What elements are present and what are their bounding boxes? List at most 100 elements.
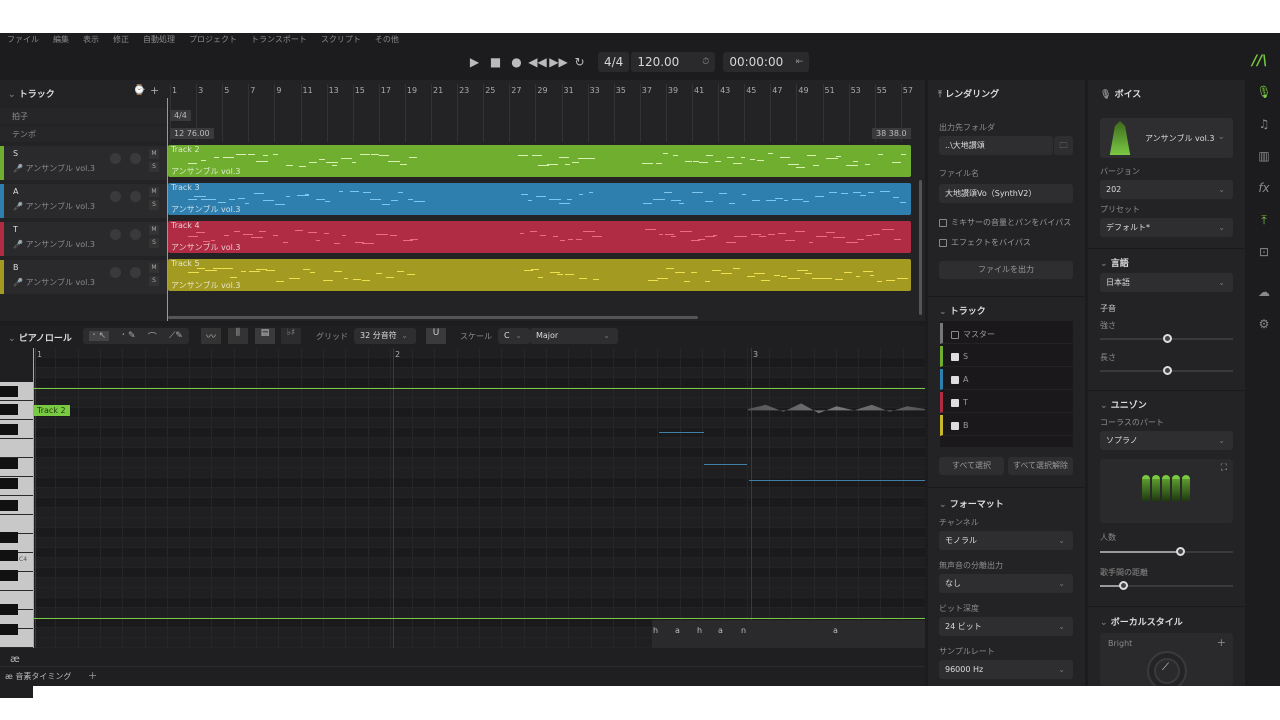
silence-select[interactable]: なし ⌄ <box>939 574 1073 593</box>
track-clip[interactable]: Track 3 アンサンブル vol.3 <box>168 183 911 215</box>
tempo-marker[interactable]: 12 76.00 <box>170 128 214 139</box>
preset-select[interactable]: デフォルト* ⌄ <box>1100 218 1233 237</box>
menu-item[interactable]: 表示 <box>83 35 99 44</box>
solo-button[interactable]: S <box>149 238 159 248</box>
menu-item[interactable]: その他 <box>374 35 399 44</box>
playhead[interactable] <box>167 98 168 321</box>
distance-slider[interactable] <box>1100 581 1233 590</box>
track-header-b[interactable]: B 🎤 アンサンブル vol.3 M S <box>0 260 167 294</box>
pitch-pen-icon[interactable]: ⟋✎ <box>169 331 183 341</box>
language-select[interactable]: 日本語 ⌄ <box>1100 273 1233 292</box>
select-tool-icon[interactable]: ⠂↖ <box>89 331 110 341</box>
lyrics-icon[interactable]: ▥ <box>1258 149 1270 163</box>
phoneme[interactable]: h <box>697 626 703 635</box>
black-key[interactable] <box>0 424 18 435</box>
timeline-ruler[interactable]: 1 3 5 7 9 11 13 15 17 19 21 23 25 27 29 31 33 35 37 39 41 43 4… <box>168 80 925 142</box>
curve-tool-icon[interactable]: ⌒ <box>147 332 157 343</box>
chorus-part-select[interactable]: ソプラノ ⌄ <box>1100 431 1233 450</box>
white-key[interactable] <box>0 439 33 457</box>
return-to-start-icon[interactable]: ⇤ <box>795 57 804 67</box>
fast-forward-icon[interactable]: ▶▶ <box>549 55 568 69</box>
waveform-toggle-icon[interactable]: ⫼ <box>228 328 248 344</box>
strength-slider[interactable] <box>1100 334 1233 343</box>
phoneme[interactable]: n <box>741 626 747 635</box>
render-track-item[interactable]: S <box>940 346 1073 367</box>
vertical-scrollbar[interactable] <box>919 180 922 315</box>
track-header-t[interactable]: T 🎤 アンサンブル vol.3 M S <box>0 222 167 256</box>
time-signature[interactable]: 4/4 <box>598 52 630 72</box>
snap-magnet-icon[interactable]: U <box>426 328 446 344</box>
expand-icon[interactable]: ⛶ <box>1220 463 1227 473</box>
menu-item[interactable]: 修正 <box>113 35 129 44</box>
solo-button[interactable]: S <box>149 162 159 172</box>
folder-input[interactable]: ..\大地讃頌 <box>939 136 1053 155</box>
length-slider[interactable] <box>1100 366 1233 375</box>
black-key[interactable] <box>0 624 18 635</box>
deselect-all-button[interactable]: すべて選択解除 <box>1008 457 1073 475</box>
mute-button[interactable]: M <box>149 225 159 235</box>
black-key[interactable] <box>0 386 18 397</box>
track-checkbox[interactable] <box>951 330 959 339</box>
gain-knob[interactable] <box>110 267 121 278</box>
black-key[interactable] <box>0 404 18 415</box>
track-name[interactable]: A <box>13 187 19 196</box>
mute-button[interactable]: M <box>149 263 159 273</box>
play-icon[interactable]: ▶ <box>469 55 480 69</box>
voice-select[interactable]: アンサンブル vol.3 ⌄ <box>1100 118 1233 158</box>
version-select[interactable]: 202 ⌄ <box>1100 180 1233 199</box>
track-clip[interactable]: Track 2 アンサンブル vol.3 <box>168 145 911 177</box>
piano-keyboard[interactable] <box>0 382 33 648</box>
samplerate-select[interactable]: 96000 Hz ⌄ <box>939 660 1073 679</box>
rewind-icon[interactable]: ◀◀ <box>528 55 547 69</box>
gain-knob[interactable] <box>110 229 121 240</box>
count-slider[interactable] <box>1100 547 1233 556</box>
track-clip[interactable]: Track 5 アンサンブル vol.3 <box>168 259 911 291</box>
black-key[interactable] <box>0 458 18 469</box>
folder-browse-icon[interactable]: 🗀 <box>1054 136 1073 155</box>
solo-button[interactable]: S <box>149 276 159 286</box>
record-icon[interactable]: ● <box>511 55 522 69</box>
lane-tab-phoneme-timing[interactable]: æ 音素タイミング <box>5 672 72 681</box>
pitch-curve-toggle-icon[interactable]: 〰 <box>201 328 221 344</box>
voice-tab-icon[interactable]: 🎙 <box>1256 85 1272 99</box>
pan-knob[interactable] <box>130 191 141 202</box>
black-key[interactable] <box>0 550 18 561</box>
export-file-button[interactable]: ファイルを出力 <box>939 261 1073 279</box>
track-name[interactable]: B <box>13 263 19 272</box>
stop-icon[interactable]: ■ <box>489 55 502 69</box>
settings-icon[interactable]: ⚙ <box>1258 317 1270 331</box>
pan-knob[interactable] <box>130 267 141 278</box>
render-track-item[interactable]: A <box>940 369 1073 390</box>
render-track-item[interactable]: B <box>940 415 1073 436</box>
render-track-item[interactable]: マスター <box>940 323 1073 344</box>
horizontal-scrollbar[interactable] <box>168 316 698 319</box>
style-knob[interactable]: ⟋ <box>1147 651 1187 686</box>
metronome-icon[interactable]: ⏱ <box>702 57 710 67</box>
grid-select[interactable]: 32 分音符 ⌄ <box>354 328 416 344</box>
gain-knob[interactable] <box>110 153 121 164</box>
track-checkbox[interactable] <box>951 421 959 430</box>
menu-item[interactable]: トランスポート <box>251 35 307 44</box>
track-checkbox[interactable] <box>951 352 959 361</box>
track-checkbox[interactable] <box>951 375 959 384</box>
phoneme[interactable]: a <box>833 626 838 635</box>
clip-tag[interactable]: Track 2 <box>33 405 70 416</box>
fx-icon[interactable]: fx <box>1258 181 1270 195</box>
black-key[interactable] <box>0 500 18 511</box>
note-grid[interactable]: 1 2 3 h a h a n a <box>33 348 925 648</box>
tempo-value[interactable]: 120.00 <box>637 55 680 69</box>
track-name[interactable]: T <box>13 225 18 234</box>
mute-button[interactable]: M <box>149 187 159 197</box>
menu-item[interactable]: 自動処理 <box>143 35 175 44</box>
black-key[interactable] <box>0 570 18 581</box>
track-name[interactable]: S <box>13 149 19 158</box>
add-track-button[interactable]: + <box>150 84 160 97</box>
track-checkbox[interactable] <box>951 398 959 407</box>
note-properties-icon[interactable]: ♫ <box>1258 117 1270 131</box>
add-group-icon[interactable]: ⌚ <box>133 85 146 96</box>
track-header-a[interactable]: A 🎤 アンサンブル vol.3 M S <box>0 184 167 218</box>
menu-item[interactable]: 編集 <box>53 35 69 44</box>
render-tab-icon[interactable]: ⤒ <box>1261 213 1267 227</box>
menu-item[interactable]: スクリプト <box>320 35 361 44</box>
scale-key-select[interactable]: C ⌄ <box>498 328 530 344</box>
